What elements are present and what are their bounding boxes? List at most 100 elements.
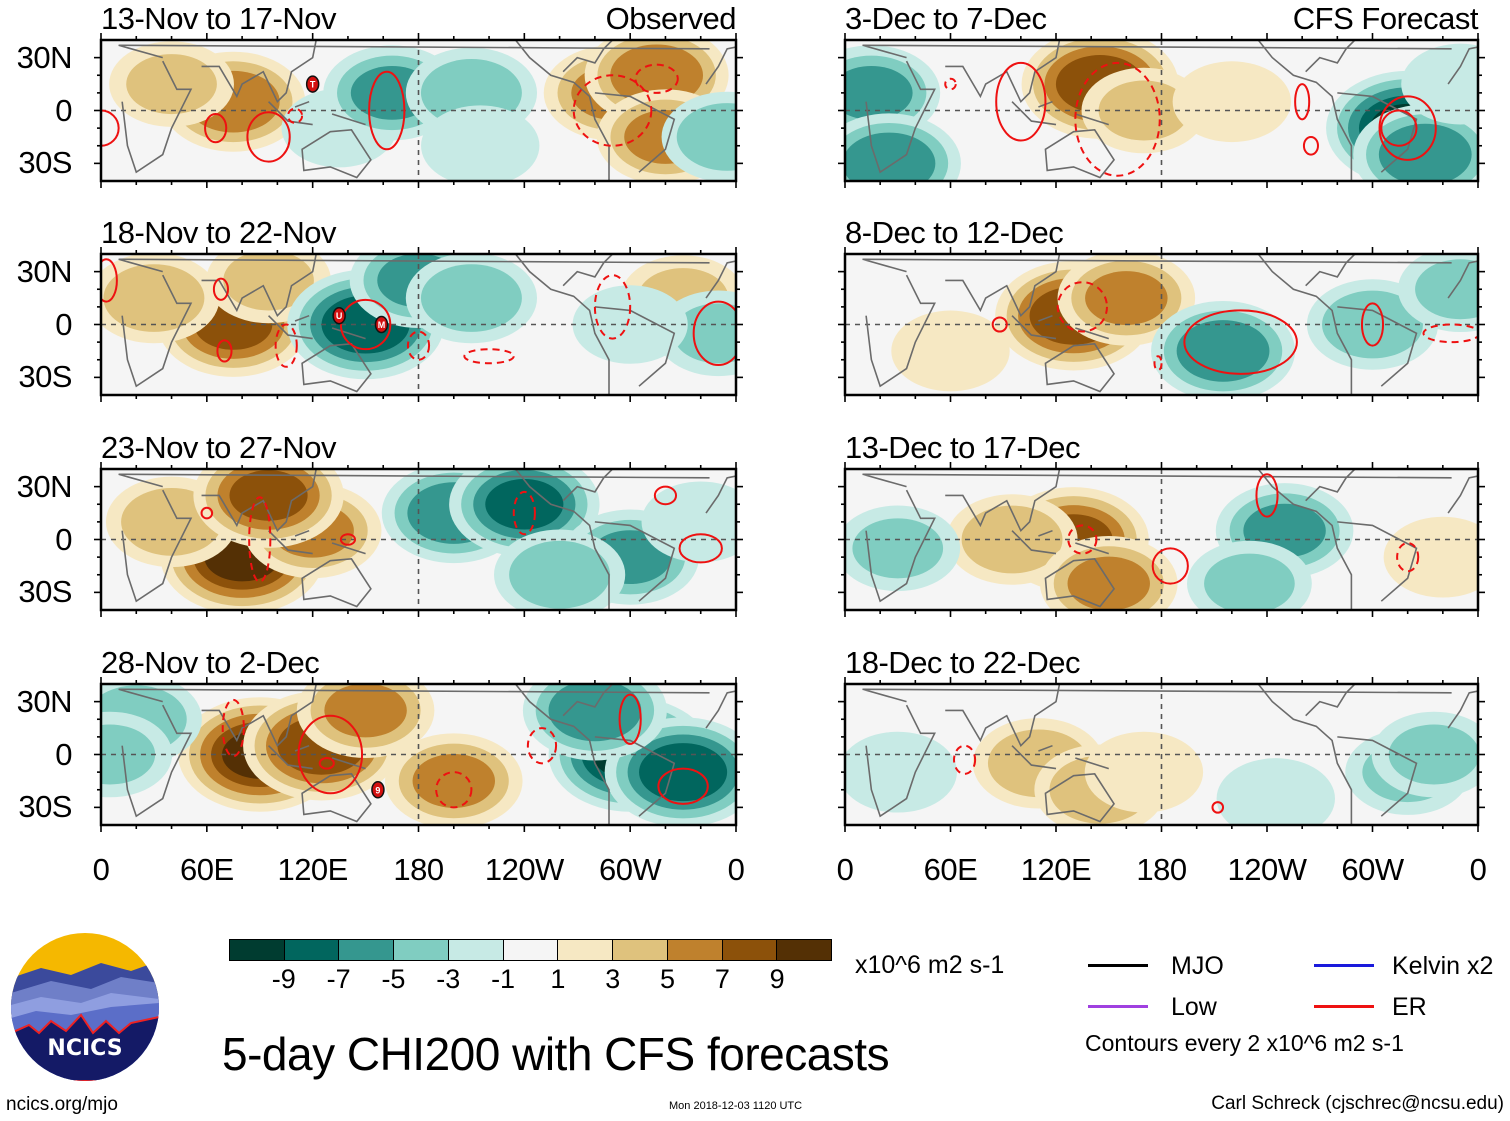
er-contour-solid	[204, 113, 228, 144]
coastline	[118, 688, 710, 703]
colorbar-swatch	[503, 940, 559, 960]
coastline	[562, 469, 614, 502]
er-contour-dashed	[1056, 281, 1108, 333]
coastline	[1044, 773, 1116, 823]
storm-label: T	[310, 80, 316, 90]
coastline	[514, 40, 610, 181]
er-contour-solid	[678, 533, 723, 564]
coastline	[1257, 254, 1353, 395]
x-tick-label: 60E	[179, 852, 234, 887]
er-contour-dashed	[221, 698, 245, 758]
er-contour-dashed	[572, 74, 653, 147]
panel-title: 23-Nov to 27-Nov	[101, 430, 336, 465]
colorbar-tick-label: 9	[769, 964, 785, 994]
y-tick-label: 30N	[16, 683, 73, 719]
coastline	[865, 704, 936, 818]
legend-label-er: ER	[1392, 993, 1427, 1021]
coastline	[118, 44, 710, 59]
panel-title: 28-Nov to 2-Dec	[101, 645, 320, 680]
panel-title: 13-Dec to 17-Dec	[845, 430, 1080, 465]
colorbar-swatch	[284, 940, 340, 960]
coastline	[562, 254, 614, 287]
er-contour-dashed	[248, 496, 272, 583]
er-contour-dashed	[1067, 524, 1098, 555]
legend-label-mjo: MJO	[1171, 952, 1224, 980]
coastline	[1305, 469, 1356, 502]
er-contour-solid	[212, 277, 229, 301]
colorbar-swatch	[777, 940, 832, 960]
er-contour-solid	[339, 533, 356, 546]
coastline	[1447, 46, 1478, 85]
panel-title: 3-Dec to 7-Dec	[845, 1, 1047, 36]
colorbar-tick-label: 1	[550, 964, 566, 994]
x-tick-label: 180	[393, 852, 444, 887]
y-tick-label: 0	[55, 736, 72, 772]
storm-label: U	[336, 311, 343, 321]
colorbar-tick-label: 3	[605, 964, 621, 994]
er-contour-dashed	[512, 490, 536, 536]
colorbar	[229, 939, 832, 961]
er-contour-solid	[216, 339, 233, 363]
anomaly-blob	[509, 540, 611, 609]
anomaly-blob	[1084, 731, 1204, 813]
er-contour-solid	[1378, 95, 1437, 161]
anomaly-blob	[1204, 553, 1295, 610]
anomaly-blob	[676, 103, 736, 171]
coastline	[865, 489, 936, 603]
coastline	[121, 274, 193, 388]
coastline	[1044, 129, 1116, 179]
panel-title: 18-Dec to 22-Dec	[845, 645, 1080, 680]
er-contour-solid	[297, 714, 364, 795]
anomaly-blob	[1401, 43, 1478, 125]
colorbar-swatch	[613, 940, 668, 960]
coastline	[1257, 469, 1353, 610]
anomaly-blob	[548, 684, 642, 742]
coastline	[201, 684, 317, 748]
anomaly-blob	[845, 65, 913, 120]
coastline	[301, 558, 372, 608]
colorbar-tick-label: -3	[436, 964, 461, 994]
panel-title: 8-Dec to 12-Dec	[845, 215, 1064, 250]
er-contour-solid	[1183, 309, 1298, 375]
observed-label: Observed	[605, 1, 737, 36]
site-link[interactable]: ncics.org/mjo	[6, 1094, 118, 1115]
coastline	[562, 684, 614, 717]
forecast-label: CFS Forecast	[1292, 1, 1479, 36]
anomaly-blob	[1172, 61, 1292, 143]
coastline	[594, 92, 676, 173]
ncics-logo: NCICS	[11, 933, 159, 1081]
coastline	[594, 736, 676, 817]
anomaly-blob	[1098, 80, 1190, 141]
er-contour-dashed	[286, 107, 304, 124]
coastline	[1011, 314, 1109, 340]
timestamp: Mon 2018-12-03 1120 UTC	[669, 1100, 803, 1112]
anomaly-blob	[1415, 259, 1478, 320]
anomaly-blob	[1085, 271, 1168, 325]
coastline	[705, 475, 736, 514]
coastline	[301, 129, 372, 179]
coastline	[865, 60, 936, 174]
legend-line-mjo	[1088, 964, 1148, 967]
map-panel: UM	[94, 247, 743, 402]
x-tick-label: 180	[1136, 852, 1187, 887]
er-contour-dashed	[1422, 323, 1478, 344]
storm-icon: U	[332, 306, 346, 325]
coastline	[862, 473, 1452, 488]
coastline	[705, 46, 736, 85]
coastline	[705, 260, 736, 299]
legend-line-low	[1088, 1005, 1148, 1008]
x-tick-label: 120W	[1227, 852, 1307, 887]
panel-title: 13-Nov to 17-Nov	[101, 1, 336, 36]
anomaly-blob	[1216, 758, 1335, 825]
coastline	[1337, 306, 1418, 387]
coastline	[1044, 558, 1116, 608]
colorbar-swatch	[339, 940, 395, 960]
y-tick-label: 30N	[16, 468, 73, 504]
anomaly-blob	[673, 303, 736, 364]
colorbar-swatch	[667, 940, 723, 960]
coastline	[1044, 343, 1116, 393]
coastline	[121, 60, 193, 174]
coastline	[514, 254, 610, 395]
anomaly-blob	[103, 264, 205, 332]
y-tick-label: 30S	[18, 145, 72, 181]
